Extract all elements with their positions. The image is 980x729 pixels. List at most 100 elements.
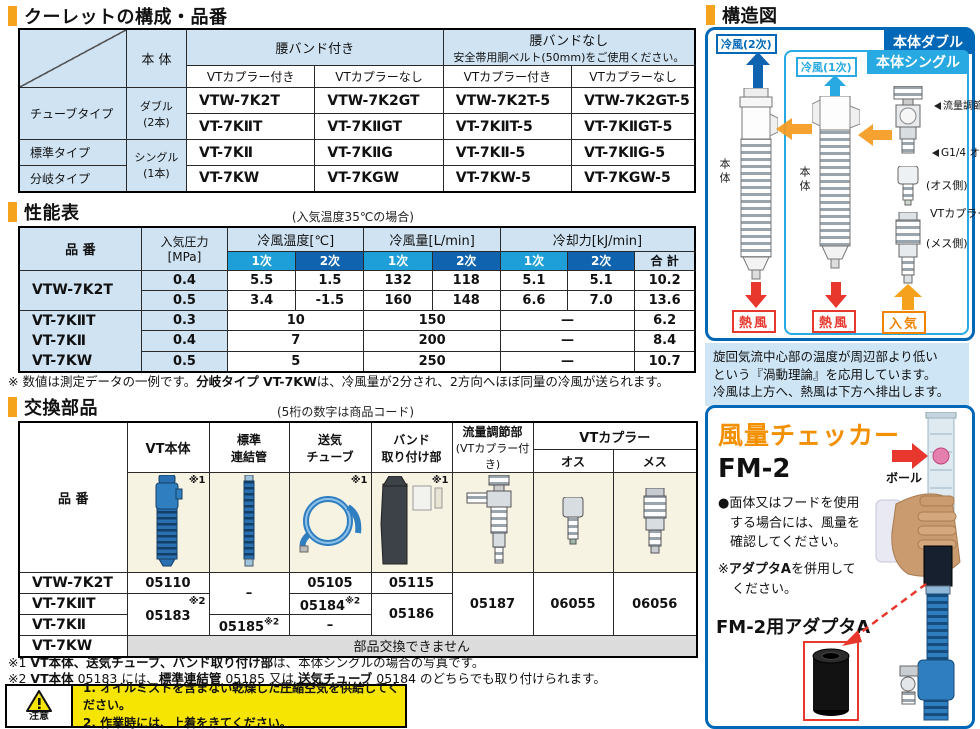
flow-arrow-left-icon bbox=[858, 124, 892, 146]
perf-subheader-secondary: 2次 bbox=[567, 250, 636, 271]
code-cell: 05187 bbox=[451, 572, 534, 636]
air-tube-image bbox=[299, 495, 362, 552]
part-number: VTW-7K2GT bbox=[314, 87, 444, 114]
no-replace-cell: 部品交換できません bbox=[126, 635, 698, 657]
pressure-value: 0.5 bbox=[140, 350, 229, 372]
code-cell: 05186 bbox=[370, 593, 453, 636]
body-single-tag: 本体シングル bbox=[867, 50, 969, 74]
part-number: VT-7KW-5 bbox=[442, 165, 573, 192]
code-cell: – bbox=[208, 572, 290, 615]
flow-merged: 150 bbox=[363, 309, 501, 331]
flow-checker-box: 風量チェッカー FM-2 ●面体又はフードを使用 する場合には、風量を 確認して… bbox=[705, 405, 975, 729]
hot-air-arrow-icon bbox=[745, 282, 767, 308]
part-number: VT-7KⅡT-5 bbox=[442, 113, 573, 140]
parts-title-text: 交換部品 bbox=[24, 398, 98, 419]
parts-header-std-pipe: 標準 連結管 bbox=[208, 421, 290, 473]
code-cell: 05184※2 bbox=[288, 593, 372, 615]
vortex-info-box: 旋回気流中心部の温度が周辺部より低い という『渦動理論』を応用しています。 冷風… bbox=[705, 343, 969, 406]
code-cell: – bbox=[288, 614, 372, 636]
perf-header-part: 品 番 bbox=[18, 226, 142, 271]
warning-triangle-icon bbox=[26, 690, 52, 712]
temp-merged: 7 bbox=[227, 330, 365, 352]
flow-checker-model: FM-2 bbox=[718, 454, 791, 484]
intake-arrow-icon bbox=[894, 284, 922, 310]
cool-total: 10.2 bbox=[634, 269, 696, 291]
female-coupler-drawing bbox=[895, 212, 921, 284]
std-pipe-image-cell bbox=[208, 472, 290, 573]
perf-row-vtw: VTW-7K2T bbox=[18, 269, 142, 311]
flow-checker-title: 風量チェッカー bbox=[718, 421, 901, 450]
cool-1: 5.1 bbox=[499, 269, 569, 291]
pressure-value: 0.4 bbox=[140, 269, 229, 291]
col-header-with-band: 腰バンド付き bbox=[185, 28, 444, 66]
flow-ctrl-image bbox=[466, 474, 511, 563]
female-side-label: (メス側) bbox=[926, 237, 968, 250]
cool-merged: — bbox=[499, 330, 636, 352]
temp-1: 3.4 bbox=[227, 289, 297, 311]
female-coupler-image-cell bbox=[612, 472, 698, 573]
part-number: VT-7KⅡGT bbox=[314, 113, 444, 140]
structure-title: 構造図 bbox=[706, 2, 778, 28]
male-coupler-image-cell bbox=[532, 472, 614, 573]
cold-air-2-label: 冷風(2次) bbox=[716, 34, 777, 54]
col-header-vt-with: VTカプラー付き bbox=[185, 65, 316, 88]
parts-row-label: VT-7KⅡ bbox=[18, 614, 128, 636]
female-coupler-image bbox=[643, 487, 667, 553]
cool-total: 10.7 bbox=[634, 350, 696, 372]
parts-header-band: バンド 取り付け部 bbox=[370, 421, 453, 473]
caution-sign: 注意 bbox=[7, 686, 73, 726]
single-tube-drawing bbox=[812, 96, 860, 269]
col-header-vt-without: VTカプラーなし bbox=[571, 65, 696, 88]
perf-header-cooling: 冷却力[kJ/min] bbox=[499, 226, 696, 252]
col-header-no-band: 腰バンドなし 安全帯用胴ベルト(50mm)をご使用ください。 bbox=[442, 28, 696, 66]
footnote-ref: ※1 bbox=[431, 475, 449, 486]
perf-row-group: VT-7KⅡT VT-7KⅡ VT-7KW bbox=[18, 309, 142, 372]
performance-table: 品 番 入気圧力 [MPa] 冷風温度[℃] 冷風量[L/min] 冷却力[kJ… bbox=[18, 226, 696, 373]
cool-total: 6.2 bbox=[634, 309, 696, 331]
structure-title-text: 構造図 bbox=[722, 6, 778, 27]
cool-total: 13.6 bbox=[634, 289, 696, 311]
parts-title: 交換部品 bbox=[8, 394, 98, 420]
parts-code-note: (5桁の数字は商品コード) bbox=[277, 405, 414, 419]
flow-ctrl-image-cell bbox=[451, 472, 534, 573]
footnote-ref: ※1 bbox=[350, 475, 368, 486]
part-number: VTW-7K2T bbox=[185, 87, 316, 114]
vt-body-image bbox=[155, 474, 183, 566]
parts-row-label: VT-7KW bbox=[18, 635, 128, 657]
flow-checker-bullet: ●面体又はフードを使用 する場合には、風量を 確認してください。 bbox=[718, 496, 861, 550]
flow-arrow-left-icon bbox=[776, 118, 812, 140]
code-cell: 06056 bbox=[612, 572, 698, 636]
col-header-vt-without: VTカプラーなし bbox=[314, 65, 444, 88]
part-number: VT-7KⅡG bbox=[314, 139, 444, 166]
perf-header-flow: 冷風量[L/min] bbox=[363, 226, 501, 252]
caution-box: 注意 1. オイルミストを含まない乾燥した圧縮空気を供給してください。 2. 作… bbox=[5, 681, 407, 729]
temp-1: 5.5 bbox=[227, 269, 297, 291]
flow-valve-drawing bbox=[893, 86, 923, 154]
code-cell: 06055 bbox=[532, 572, 614, 636]
temp-2: 1.5 bbox=[295, 269, 365, 291]
composition-table: 本 体 腰バンド付き 腰バンドなし 安全帯用胴ベルト(50mm)をご使用ください… bbox=[18, 28, 696, 193]
col-header-body: 本 体 bbox=[125, 28, 187, 88]
diagonal-cell bbox=[18, 28, 127, 88]
cool-total: 8.4 bbox=[634, 330, 696, 352]
flow-merged: 200 bbox=[363, 330, 501, 352]
pressure-value: 0.5 bbox=[140, 289, 229, 311]
part-number: VT-7KⅡG-5 bbox=[571, 139, 696, 166]
parts-header-vt-body: VT本体 bbox=[126, 421, 210, 473]
part-number: VT-7KW bbox=[185, 165, 316, 192]
perf-subheader-secondary: 2次 bbox=[431, 250, 501, 271]
parts-header-part: 品 番 bbox=[18, 421, 128, 573]
no-band-subtitle: 安全帯用胴ベルト(50mm)をご使用ください。 bbox=[453, 51, 685, 64]
performance-title-text: 性能表 bbox=[24, 203, 80, 224]
cold-air-1-label: 冷風(1次) bbox=[796, 57, 857, 77]
structure-diagram-box: 本体ダブル 本体シングル 冷風(2次) 冷風(1次) bbox=[705, 27, 980, 341]
part-number: VTW-7K2GT-5 bbox=[571, 87, 696, 114]
composition-title-text: クーレットの構成・品番 bbox=[24, 7, 228, 28]
cold-air-1-arrow-icon bbox=[824, 75, 846, 103]
perf-subheader-primary: 1次 bbox=[227, 250, 297, 271]
pointer-left-icon bbox=[930, 102, 941, 110]
part-number: VT-7KⅡT bbox=[185, 113, 316, 140]
vt-coupler-label: VTカプラー bbox=[930, 207, 980, 220]
body-label-vertical: 本体 bbox=[798, 166, 811, 194]
